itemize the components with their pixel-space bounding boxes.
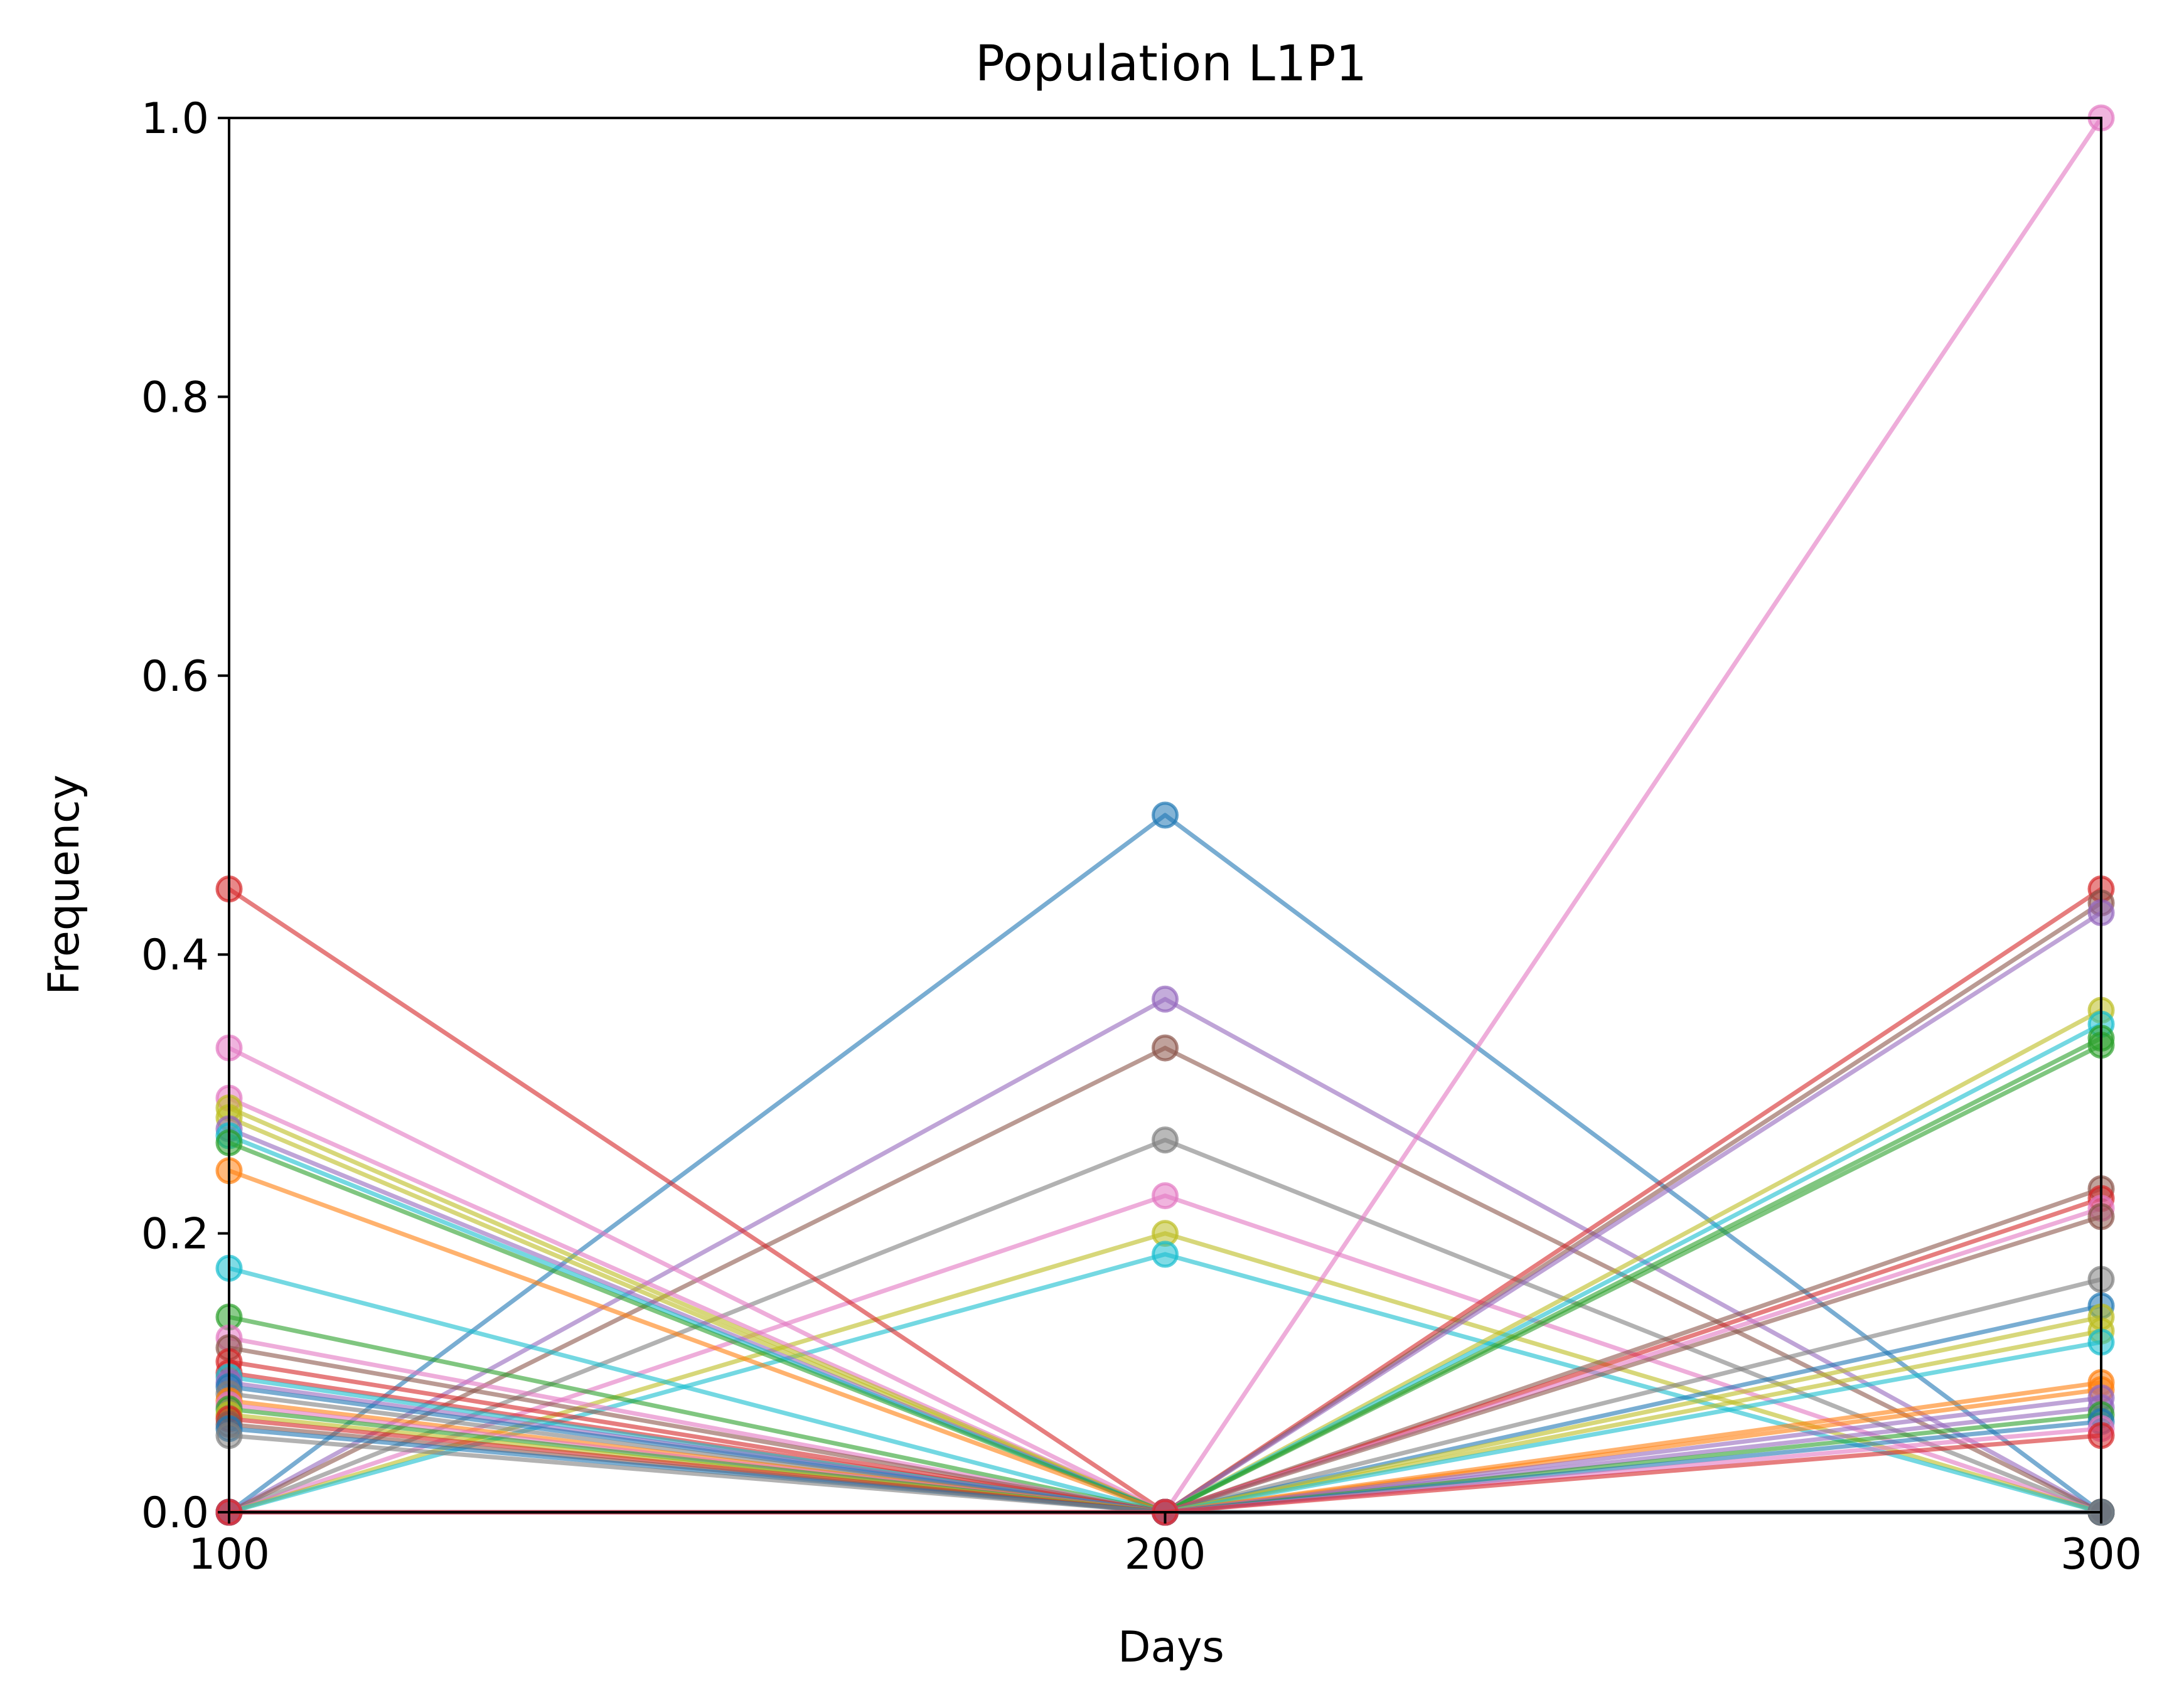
x-tick-label: 200 [1125,1530,1206,1579]
y-tick-label: 0.2 [141,1210,209,1259]
y-tick-label: 0.0 [141,1488,209,1538]
y-tick-label: 0.6 [141,652,209,702]
data-point [1152,801,1179,829]
data-point [1152,1126,1179,1154]
x-axis-label: Days [1118,1623,1224,1672]
y-tick-label: 1.0 [141,94,209,144]
y-tick-label: 0.8 [141,373,209,422]
x-tick-label: 300 [2060,1530,2142,1579]
y-axis-label: Frequency [40,774,89,995]
x-tick-label: 100 [188,1530,270,1579]
data-point [1152,1241,1179,1268]
data-point [1152,985,1179,1013]
data-point [1152,1182,1179,1210]
chart-title: Population L1P1 [975,36,1367,92]
y-tick-label: 0.4 [141,931,209,980]
axes: 100 200 300 0.0 0.2 0.4 0.6 0.8 1.0 [141,94,2142,1579]
data-point [1152,1034,1179,1062]
